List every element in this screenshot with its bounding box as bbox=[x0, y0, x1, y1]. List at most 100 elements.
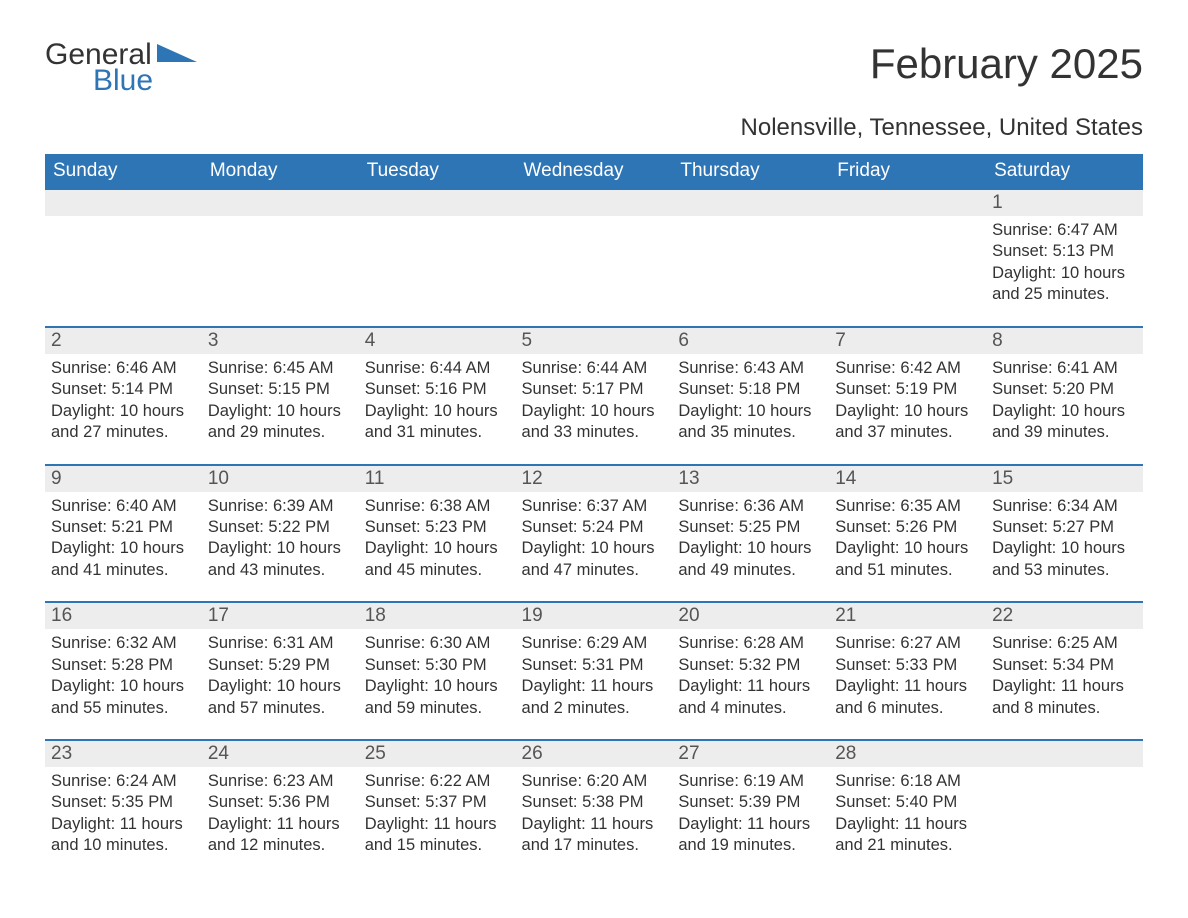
sunset-text: Sunset: 5:17 PM bbox=[522, 379, 667, 400]
daylight-text: Daylight: 11 hours and 4 minutes. bbox=[678, 676, 823, 719]
day-content: Sunrise: 6:32 AMSunset: 5:28 PMDaylight:… bbox=[45, 629, 202, 739]
sunrise-text: Sunrise: 6:18 AM bbox=[835, 771, 980, 792]
day-number: 26 bbox=[516, 741, 673, 767]
day-content: Sunrise: 6:41 AMSunset: 5:20 PMDaylight:… bbox=[986, 354, 1143, 464]
day-number bbox=[672, 190, 829, 216]
day-content: Sunrise: 6:29 AMSunset: 5:31 PMDaylight:… bbox=[516, 629, 673, 739]
sunrise-text: Sunrise: 6:41 AM bbox=[992, 358, 1137, 379]
day-content: Sunrise: 6:36 AMSunset: 5:25 PMDaylight:… bbox=[672, 492, 829, 602]
day-content: Sunrise: 6:27 AMSunset: 5:33 PMDaylight:… bbox=[829, 629, 986, 739]
day-number: 25 bbox=[359, 741, 516, 767]
calendar-cell: 6Sunrise: 6:43 AMSunset: 5:18 PMDaylight… bbox=[672, 327, 829, 465]
calendar-cell: 17Sunrise: 6:31 AMSunset: 5:29 PMDayligh… bbox=[202, 602, 359, 740]
calendar-week-row: 2Sunrise: 6:46 AMSunset: 5:14 PMDaylight… bbox=[45, 327, 1143, 465]
daylight-text: Daylight: 10 hours and 35 minutes. bbox=[678, 401, 823, 444]
calendar-cell: 10Sunrise: 6:39 AMSunset: 5:22 PMDayligh… bbox=[202, 465, 359, 603]
day-content bbox=[986, 767, 1143, 867]
day-content: Sunrise: 6:45 AMSunset: 5:15 PMDaylight:… bbox=[202, 354, 359, 464]
day-number: 3 bbox=[202, 328, 359, 354]
calendar-cell: 23Sunrise: 6:24 AMSunset: 5:35 PMDayligh… bbox=[45, 740, 202, 877]
sunrise-text: Sunrise: 6:42 AM bbox=[835, 358, 980, 379]
sunset-text: Sunset: 5:26 PM bbox=[835, 517, 980, 538]
day-header: Sunday bbox=[45, 154, 202, 189]
calendar-cell: 5Sunrise: 6:44 AMSunset: 5:17 PMDaylight… bbox=[516, 327, 673, 465]
day-number: 14 bbox=[829, 466, 986, 492]
location-subtitle: Nolensville, Tennessee, United States bbox=[45, 114, 1143, 142]
sunset-text: Sunset: 5:34 PM bbox=[992, 655, 1137, 676]
calendar-cell: 27Sunrise: 6:19 AMSunset: 5:39 PMDayligh… bbox=[672, 740, 829, 877]
sunrise-text: Sunrise: 6:40 AM bbox=[51, 496, 196, 517]
daylight-text: Daylight: 10 hours and 59 minutes. bbox=[365, 676, 510, 719]
day-content: Sunrise: 6:42 AMSunset: 5:19 PMDaylight:… bbox=[829, 354, 986, 464]
day-number: 11 bbox=[359, 466, 516, 492]
day-number: 19 bbox=[516, 603, 673, 629]
calendar-cell: 18Sunrise: 6:30 AMSunset: 5:30 PMDayligh… bbox=[359, 602, 516, 740]
logo-flag-icon bbox=[157, 44, 197, 68]
day-number: 24 bbox=[202, 741, 359, 767]
sunset-text: Sunset: 5:33 PM bbox=[835, 655, 980, 676]
day-number: 22 bbox=[986, 603, 1143, 629]
page-title: February 2025 bbox=[870, 40, 1143, 88]
sunrise-text: Sunrise: 6:43 AM bbox=[678, 358, 823, 379]
day-number: 6 bbox=[672, 328, 829, 354]
calendar-cell: 25Sunrise: 6:22 AMSunset: 5:37 PMDayligh… bbox=[359, 740, 516, 877]
sunset-text: Sunset: 5:29 PM bbox=[208, 655, 353, 676]
sunset-text: Sunset: 5:15 PM bbox=[208, 379, 353, 400]
daylight-text: Daylight: 10 hours and 33 minutes. bbox=[522, 401, 667, 444]
sunrise-text: Sunrise: 6:27 AM bbox=[835, 633, 980, 654]
daylight-text: Daylight: 10 hours and 47 minutes. bbox=[522, 538, 667, 581]
day-header: Friday bbox=[829, 154, 986, 189]
day-content: Sunrise: 6:37 AMSunset: 5:24 PMDaylight:… bbox=[516, 492, 673, 602]
sunrise-text: Sunrise: 6:19 AM bbox=[678, 771, 823, 792]
calendar-cell: 2Sunrise: 6:46 AMSunset: 5:14 PMDaylight… bbox=[45, 327, 202, 465]
day-content: Sunrise: 6:47 AMSunset: 5:13 PMDaylight:… bbox=[986, 216, 1143, 326]
sunset-text: Sunset: 5:13 PM bbox=[992, 241, 1137, 262]
sunset-text: Sunset: 5:18 PM bbox=[678, 379, 823, 400]
calendar-week-row: 16Sunrise: 6:32 AMSunset: 5:28 PMDayligh… bbox=[45, 602, 1143, 740]
day-content: Sunrise: 6:28 AMSunset: 5:32 PMDaylight:… bbox=[672, 629, 829, 739]
daylight-text: Daylight: 11 hours and 2 minutes. bbox=[522, 676, 667, 719]
sunrise-text: Sunrise: 6:22 AM bbox=[365, 771, 510, 792]
day-content: Sunrise: 6:43 AMSunset: 5:18 PMDaylight:… bbox=[672, 354, 829, 464]
day-number: 21 bbox=[829, 603, 986, 629]
day-content bbox=[202, 216, 359, 316]
sunset-text: Sunset: 5:27 PM bbox=[992, 517, 1137, 538]
calendar-cell: 4Sunrise: 6:44 AMSunset: 5:16 PMDaylight… bbox=[359, 327, 516, 465]
logo-text-block: General Blue bbox=[45, 40, 153, 96]
daylight-text: Daylight: 10 hours and 53 minutes. bbox=[992, 538, 1137, 581]
calendar-cell: 19Sunrise: 6:29 AMSunset: 5:31 PMDayligh… bbox=[516, 602, 673, 740]
logo-word-blue: Blue bbox=[93, 66, 153, 96]
sunrise-text: Sunrise: 6:31 AM bbox=[208, 633, 353, 654]
day-number: 9 bbox=[45, 466, 202, 492]
calendar-cell: 13Sunrise: 6:36 AMSunset: 5:25 PMDayligh… bbox=[672, 465, 829, 603]
daylight-text: Daylight: 11 hours and 10 minutes. bbox=[51, 814, 196, 857]
day-header: Tuesday bbox=[359, 154, 516, 189]
sunrise-text: Sunrise: 6:23 AM bbox=[208, 771, 353, 792]
logo: General Blue bbox=[45, 40, 197, 96]
calendar-cell: 3Sunrise: 6:45 AMSunset: 5:15 PMDaylight… bbox=[202, 327, 359, 465]
calendar-cell: 12Sunrise: 6:37 AMSunset: 5:24 PMDayligh… bbox=[516, 465, 673, 603]
sunset-text: Sunset: 5:19 PM bbox=[835, 379, 980, 400]
sunrise-text: Sunrise: 6:24 AM bbox=[51, 771, 196, 792]
sunrise-text: Sunrise: 6:47 AM bbox=[992, 220, 1137, 241]
sunset-text: Sunset: 5:24 PM bbox=[522, 517, 667, 538]
calendar-cell bbox=[829, 189, 986, 327]
sunrise-text: Sunrise: 6:29 AM bbox=[522, 633, 667, 654]
daylight-text: Daylight: 10 hours and 31 minutes. bbox=[365, 401, 510, 444]
daylight-text: Daylight: 10 hours and 41 minutes. bbox=[51, 538, 196, 581]
calendar-cell bbox=[672, 189, 829, 327]
sunset-text: Sunset: 5:37 PM bbox=[365, 792, 510, 813]
day-number: 13 bbox=[672, 466, 829, 492]
calendar-week-row: 23Sunrise: 6:24 AMSunset: 5:35 PMDayligh… bbox=[45, 740, 1143, 877]
day-number: 20 bbox=[672, 603, 829, 629]
daylight-text: Daylight: 11 hours and 17 minutes. bbox=[522, 814, 667, 857]
sunset-text: Sunset: 5:28 PM bbox=[51, 655, 196, 676]
calendar-week-row: 1Sunrise: 6:47 AMSunset: 5:13 PMDaylight… bbox=[45, 189, 1143, 327]
day-content: Sunrise: 6:39 AMSunset: 5:22 PMDaylight:… bbox=[202, 492, 359, 602]
sunset-text: Sunset: 5:16 PM bbox=[365, 379, 510, 400]
sunrise-text: Sunrise: 6:32 AM bbox=[51, 633, 196, 654]
calendar-cell: 7Sunrise: 6:42 AMSunset: 5:19 PMDaylight… bbox=[829, 327, 986, 465]
sunset-text: Sunset: 5:25 PM bbox=[678, 517, 823, 538]
day-number: 4 bbox=[359, 328, 516, 354]
calendar-cell bbox=[359, 189, 516, 327]
